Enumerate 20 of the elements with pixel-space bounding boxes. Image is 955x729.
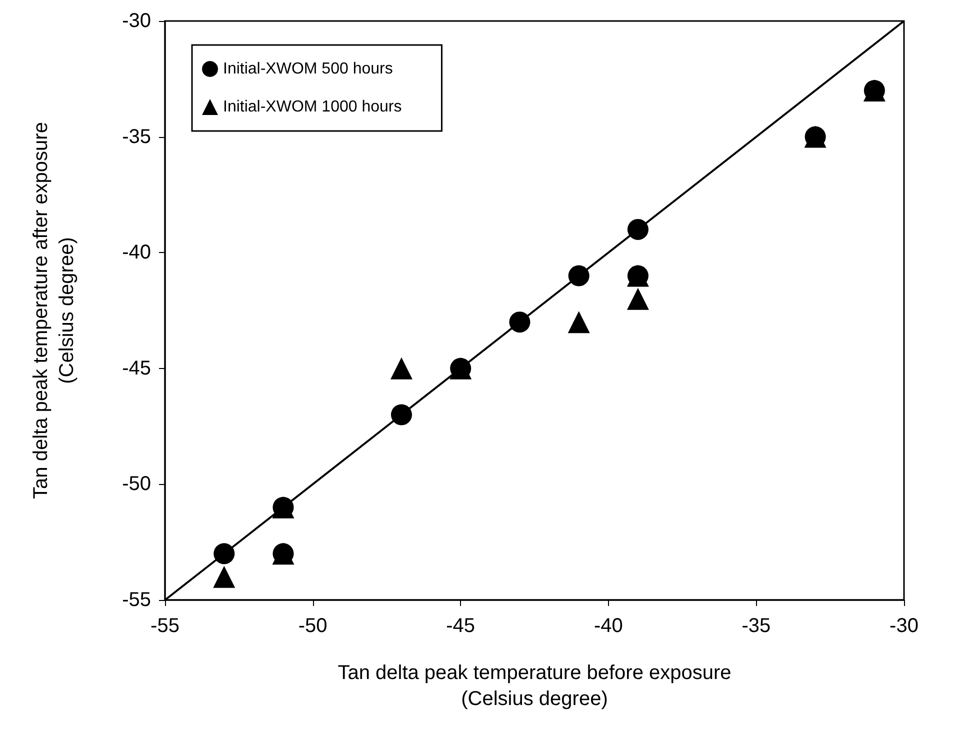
- point: [626, 288, 649, 310]
- y-tick-label: -35: [122, 126, 151, 148]
- x-tick-label: -50: [298, 615, 328, 637]
- y-tick-label: -50: [122, 473, 151, 496]
- x-tick-label: -55: [150, 615, 180, 637]
- x-tick-label: -35: [742, 615, 771, 637]
- y-tick-label: -45: [122, 357, 151, 380]
- y-tick-label: -40: [122, 242, 151, 264]
- y-axis-title: Tan delta peak temperature after exposure (Celsius degree): [30, 122, 78, 499]
- x-tick-label: -40: [594, 615, 623, 637]
- point: [390, 357, 412, 380]
- x-tick-label: -30: [890, 615, 918, 637]
- x-axis-title: Tan delta peak temperature before exposure (Celsius degree): [338, 662, 732, 710]
- point: [213, 566, 236, 588]
- point: [568, 311, 590, 334]
- y-tick-label: -30: [122, 10, 151, 32]
- legend-label: Initial-XWOM 500 hours: [223, 60, 393, 78]
- legend-label: Initial-XWOM 1000 hours: [223, 98, 402, 116]
- x-tick-label: -45: [446, 615, 476, 637]
- y-tick-label: -55: [122, 589, 151, 611]
